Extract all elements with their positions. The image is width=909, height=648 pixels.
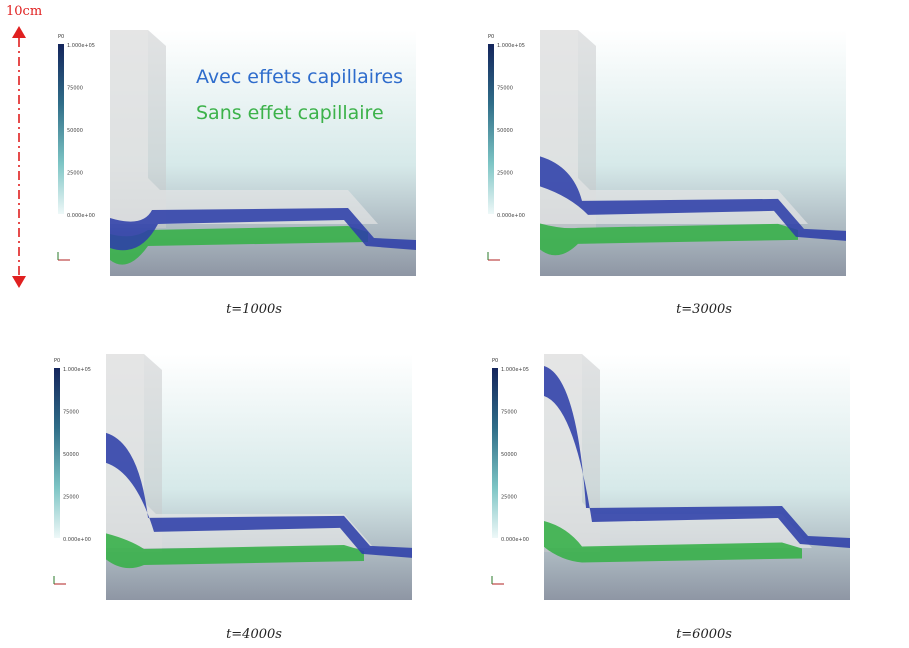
colorbar-tick-label: 75000: [497, 86, 513, 92]
simulation-view: P01.000e+05 75000 50000 25000 0.000e+00: [487, 30, 846, 276]
colorbar-tick-label: 1.000e+05: [63, 367, 91, 373]
time-caption: t=6000s: [676, 627, 732, 642]
panel-t1000: P0 1.000e+05 75000 50000 25000 0.000e+00: [48, 28, 418, 278]
time-caption: t=4000s: [226, 627, 282, 642]
column-body: [110, 30, 378, 224]
colorbar-tick-label: 50000: [67, 128, 83, 134]
colorbar: [54, 368, 60, 538]
colorbar-tick-label: 1.000e+05: [501, 367, 529, 373]
colorbar-tick-label: 1.000e+05: [67, 43, 95, 49]
colorbar: [488, 44, 494, 214]
plume-avec-capillaire: [110, 208, 416, 251]
legend-no-capillary: Sans effet capillaire: [196, 102, 384, 124]
time-caption: t=3000s: [676, 302, 732, 317]
time-caption: t=1000s: [226, 302, 282, 317]
colorbar: [58, 44, 64, 214]
colorbar: [492, 368, 498, 538]
colorbar-tick-label: 0.000e+00: [63, 537, 91, 543]
colorbar-tick-label: 25000: [63, 495, 79, 501]
scale-label: 10cm: [6, 4, 43, 19]
colorbar-tick-label: 25000: [67, 171, 83, 177]
colorbar-title: P0: [58, 34, 64, 40]
colorbar-tick-label: 75000: [67, 86, 83, 92]
panel-t4000: P0 1.000e+05 75000 50000 25000 0.000e+00: [44, 352, 414, 602]
colorbar-title: P0: [492, 358, 498, 364]
colorbar-tick-label: 0.000e+00: [497, 213, 525, 219]
panel-t6000: P0 1.000e+05 75000 50000 25000 0.000e+00: [482, 352, 852, 602]
panel-t3000: P0 1.000e+05 75000 50000 25000 0.000e+00: [478, 28, 848, 278]
legend-capillary: Avec effets capillaires: [196, 66, 404, 88]
colorbar-tick-label: 0.000e+00: [67, 213, 95, 219]
plume-avec-capillaire: [544, 366, 850, 548]
simulation-view: P01.000e+05 75000 50000 25000 0.000e+00: [491, 354, 850, 600]
colorbar-title: P0: [488, 34, 494, 40]
column-body: [544, 354, 812, 548]
colorbar-title: P0: [54, 358, 60, 364]
simulation-view: P01.000e+05 75000 50000 25000 0.000e+00: [57, 30, 416, 276]
colorbar-tick-label: 75000: [63, 410, 79, 416]
colorbar-tick-label: 50000: [497, 128, 513, 134]
plume-avec-capillaire: [106, 432, 412, 558]
scale-arrow: [12, 26, 26, 288]
colorbar-tick-label: 25000: [501, 495, 517, 501]
colorbar-tick-label: 75000: [501, 410, 517, 416]
plume-sans-capillaire: [106, 533, 364, 569]
plume-sans-capillaire: [544, 521, 802, 563]
plume-sans-capillaire: [110, 226, 368, 265]
colorbar-tick-label: 50000: [63, 452, 79, 458]
colorbar-tick-label: 50000: [501, 452, 517, 458]
plume-avec-capillaire: [540, 156, 846, 241]
plume-sans-capillaire: [540, 223, 798, 256]
simulation-view: P01.000e+05 75000 50000 25000 0.000e+00: [53, 354, 412, 600]
colorbar-tick-label: 0.000e+00: [501, 537, 529, 543]
colorbar-tick-label: 25000: [497, 171, 513, 177]
colorbar-tick-label: 1.000e+05: [497, 43, 525, 49]
